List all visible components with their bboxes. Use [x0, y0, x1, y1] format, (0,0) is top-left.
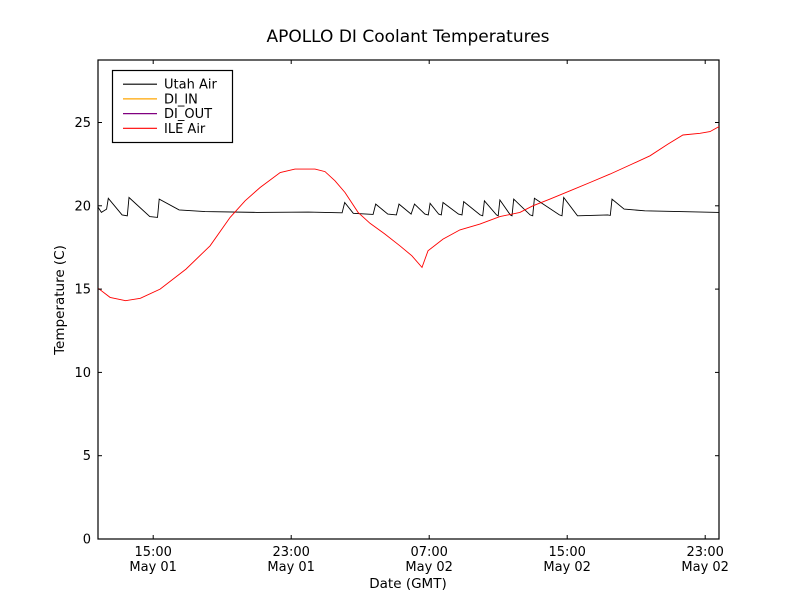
legend-box [111, 69, 234, 144]
legend-label-utah-air: Utah Air [164, 78, 217, 93]
x-tick-label-date: May 01 [129, 560, 177, 575]
series-line-utah-air [97, 196, 720, 218]
y-tick-label: 15 [74, 283, 91, 298]
chart-title: APOLLO DI Coolant Temperatures [266, 27, 549, 47]
y-axis-label: Temperature (C) [52, 245, 68, 356]
x-tick-label-time: 07:00 [410, 545, 447, 560]
legend-label-ile-air: ILE Air [164, 122, 206, 137]
y-tick-label: 25 [74, 116, 91, 131]
x-tick-label-date: May 01 [267, 560, 315, 575]
y-tick-label: 0 [83, 533, 91, 548]
x-tick-label-time: 15:00 [134, 545, 171, 560]
legend-label-di-out: DI_OUT [164, 107, 212, 122]
x-tick-label-time: 23:00 [686, 545, 723, 560]
series-layer [97, 126, 720, 302]
x-tick-label-date: May 02 [543, 560, 591, 575]
y-tick-label: 5 [83, 449, 91, 464]
x-tick-label-time: 23:00 [272, 545, 309, 560]
legend-label-di-in: DI_IN [164, 92, 198, 107]
x-tick-label-time: 15:00 [548, 545, 585, 560]
y-tick-label: 20 [74, 199, 91, 214]
x-tick-label-date: May 02 [681, 560, 729, 575]
y-tick-label: 10 [74, 366, 91, 381]
series-line-ile-air [97, 126, 720, 302]
plot-area-border [97, 59, 720, 540]
x-axis-label: Date (GMT) [369, 576, 446, 592]
x-tick-label-date: May 02 [405, 560, 453, 575]
